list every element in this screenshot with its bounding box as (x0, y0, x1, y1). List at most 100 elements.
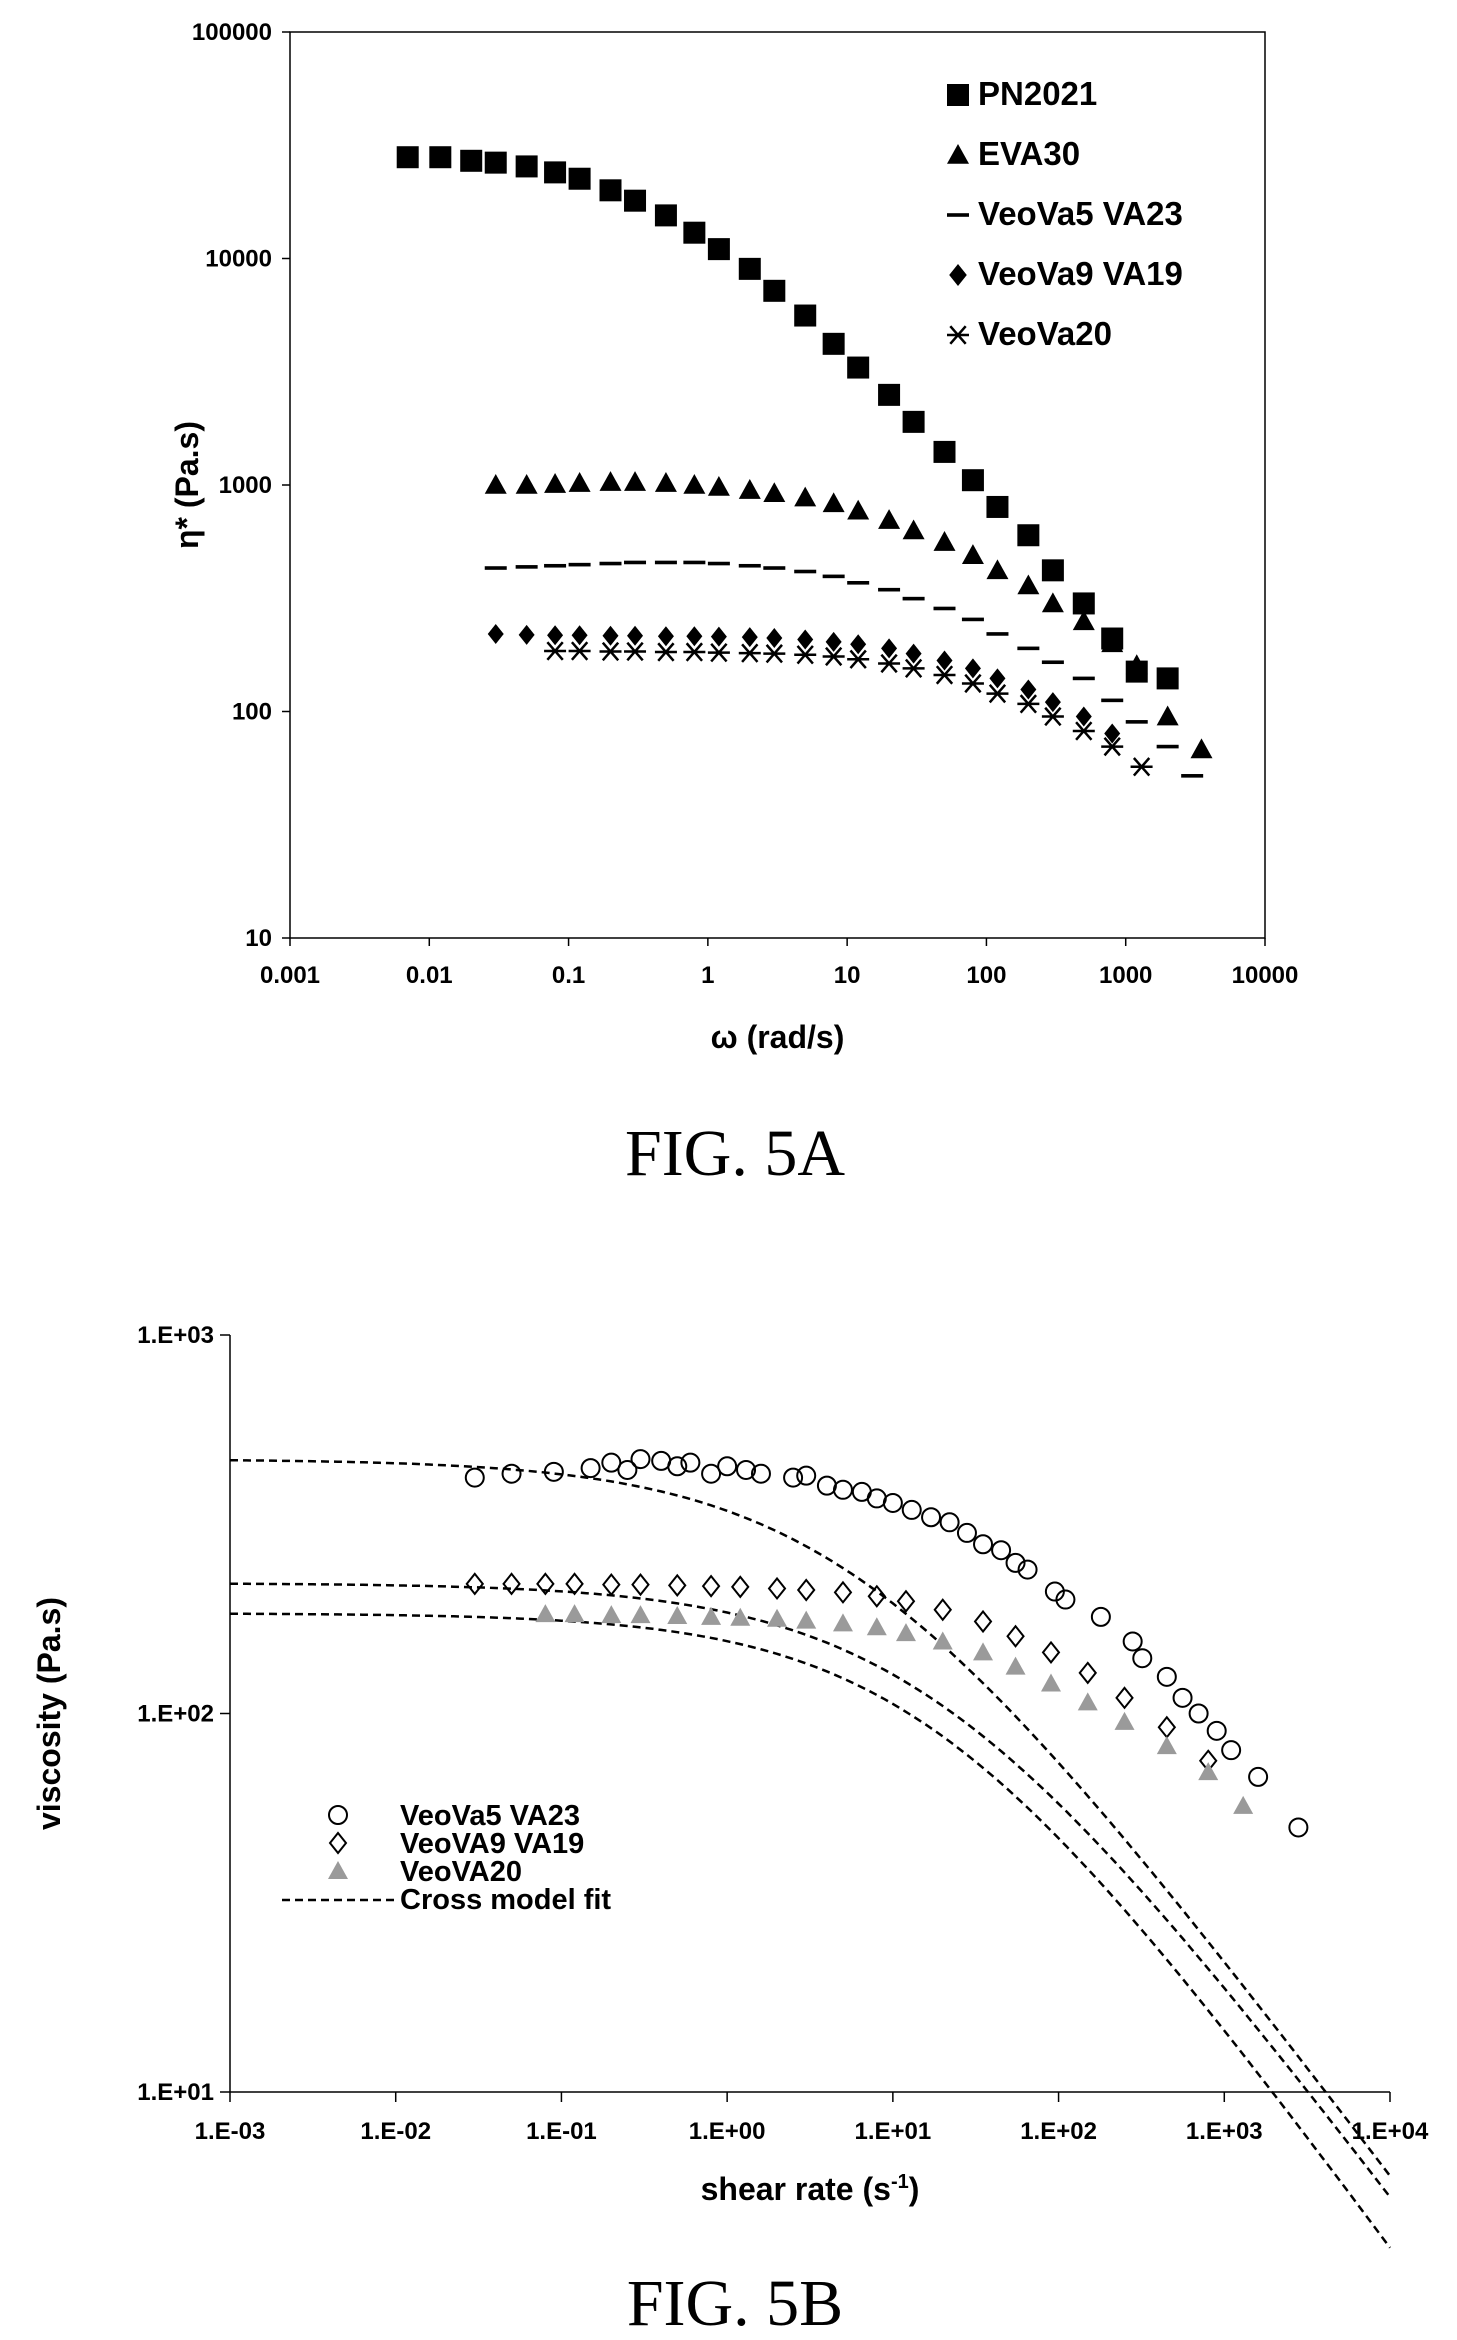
data-point (896, 1589, 916, 1613)
data-point (1181, 774, 1204, 778)
legend-marker (947, 325, 969, 345)
data-point (933, 665, 956, 685)
data-point (1017, 694, 1040, 714)
data-point (730, 1575, 750, 1599)
data-point (624, 471, 647, 491)
data-point (1072, 676, 1095, 681)
data-point (630, 1605, 651, 1624)
data-point (973, 1534, 994, 1555)
data-point (627, 625, 644, 646)
data-point (1248, 1766, 1269, 1787)
legend-label: VeoVA20 (400, 1856, 522, 1888)
data-point (794, 569, 817, 574)
data-point (1156, 705, 1179, 726)
data-point (654, 204, 677, 227)
x-tick-label: 1.E+01 (854, 2118, 931, 2145)
data-point (933, 606, 956, 611)
data-point (544, 641, 567, 661)
data-point (518, 624, 535, 645)
data-point (1132, 1648, 1153, 1669)
data-point (667, 1573, 687, 1597)
data-point (460, 149, 483, 172)
data-point (568, 562, 591, 567)
data-point (847, 649, 870, 669)
data-point (599, 561, 622, 566)
legend-marker (947, 213, 969, 217)
x-tick-label: 0.01 (406, 962, 453, 989)
data-point (1020, 679, 1037, 700)
legend-marker (947, 84, 969, 106)
data-point (1172, 1687, 1193, 1708)
data-point (717, 1456, 738, 1477)
y-axis-label: viscosity (Pa.s) (31, 1597, 67, 1830)
series-1 (484, 471, 1213, 759)
y-tick-label: 1000 (219, 472, 272, 499)
x-axis-label: ω (rad/s) (711, 1019, 845, 1055)
data-point (1188, 1703, 1209, 1724)
data-point (707, 642, 730, 663)
data-point (701, 1606, 722, 1625)
x-tick-label: 1.E+00 (689, 2118, 766, 2145)
x-tick-label: 10000 (1232, 962, 1299, 989)
data-point (1157, 1715, 1177, 1739)
data-point (961, 673, 984, 694)
legend-marker (328, 1831, 348, 1855)
y-tick-label: 100 (232, 699, 272, 726)
data-point (796, 1465, 817, 1486)
data-point (796, 1578, 816, 1602)
data-point (1101, 736, 1124, 757)
data-point (1075, 706, 1092, 727)
data-point (738, 479, 761, 499)
data-point (1072, 721, 1095, 741)
data-point (767, 1608, 788, 1627)
data-point (502, 1572, 521, 1596)
data-point (487, 623, 504, 644)
data-point (501, 1463, 522, 1484)
data-point (847, 581, 870, 585)
data-point (797, 629, 814, 650)
data-point (484, 151, 507, 174)
data-point (933, 440, 956, 463)
data-point (973, 1609, 993, 1634)
x-tick-label: 0.1 (552, 962, 585, 989)
data-point (683, 642, 706, 662)
data-point (961, 617, 984, 622)
data-point (602, 1573, 621, 1597)
cross-fit-line (229, 1458, 1391, 2177)
data-point (964, 658, 981, 679)
data-point (905, 643, 922, 664)
data-point (707, 561, 730, 566)
data-point (902, 519, 925, 540)
data-point (989, 668, 1006, 689)
data-point (1005, 1552, 1026, 1573)
data-point (1130, 757, 1153, 777)
data-point (1077, 1692, 1098, 1711)
data-point (683, 560, 706, 565)
data-point (738, 643, 761, 663)
data-point (878, 653, 901, 674)
data-point (991, 1540, 1012, 1561)
data-point (396, 146, 419, 169)
data-point (1101, 632, 1124, 653)
figure-caption: FIG. 5B (627, 2267, 843, 2340)
data-point (882, 1492, 903, 1513)
data-point (1044, 692, 1061, 713)
data-point (1006, 1624, 1025, 1648)
data-point (763, 482, 786, 503)
data-point (568, 472, 591, 492)
data-point (832, 1613, 853, 1632)
series-0 (464, 1449, 1309, 1838)
legend-marker (949, 264, 967, 286)
data-point (1115, 1686, 1134, 1710)
data-point (536, 1572, 555, 1596)
x-tick-label: 1.E-02 (360, 2118, 431, 2145)
data-point (1017, 646, 1040, 651)
y-axis-label: η* (Pa.s) (169, 421, 205, 549)
data-point (683, 221, 706, 244)
x-tick-label: 0.001 (260, 962, 320, 989)
data-point (1156, 1666, 1177, 1687)
data-point (599, 641, 622, 662)
x-tick-label: 1.E+04 (1352, 2118, 1429, 2145)
data-point (741, 627, 758, 648)
data-point (1055, 1589, 1076, 1610)
